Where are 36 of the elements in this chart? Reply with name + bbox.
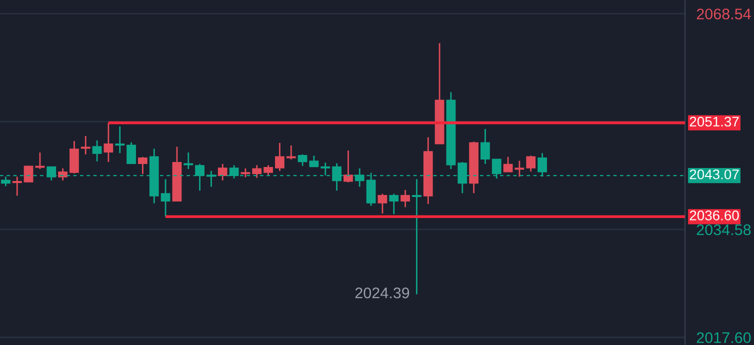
candlestick (264, 164, 273, 176)
candlestick (35, 152, 45, 170)
candlestick (1, 176, 10, 187)
ref-line-label: 2043.07 (690, 169, 739, 180)
annotation: 2024.39 (355, 288, 410, 298)
y-tick-label: 2034.58 (696, 224, 751, 236)
candlestick (378, 193, 388, 214)
candlestick (92, 140, 102, 162)
candlestick (412, 178, 422, 295)
candlestick (480, 128, 490, 165)
y-tick-label: 2068.54 (696, 8, 751, 20)
candlestick (104, 122, 114, 163)
candlestick (160, 178, 170, 218)
candlestick (70, 140, 79, 174)
candlestick (12, 176, 22, 196)
candlestick (184, 152, 194, 170)
candlestick (298, 154, 308, 167)
candlestick (80, 135, 90, 156)
y-tick-label: 2017.60 (696, 332, 751, 344)
candlestick (58, 168, 68, 182)
candlestick (275, 142, 284, 172)
candlestick (126, 142, 136, 165)
candlestick (252, 164, 262, 179)
ref-line-label: 2036.60 (690, 210, 739, 220)
candlestick (503, 156, 513, 172)
candlestick (526, 154, 536, 172)
candlestick (400, 189, 410, 208)
candlestick (344, 150, 353, 184)
candlestick (138, 156, 148, 175)
candlestick (218, 163, 228, 182)
candlestick (286, 144, 296, 160)
candlestick (389, 193, 399, 215)
candlestick (309, 154, 319, 168)
candlestick (514, 160, 524, 178)
ref-line-label: 2051.37 (690, 116, 739, 127)
candlestick (115, 126, 125, 154)
